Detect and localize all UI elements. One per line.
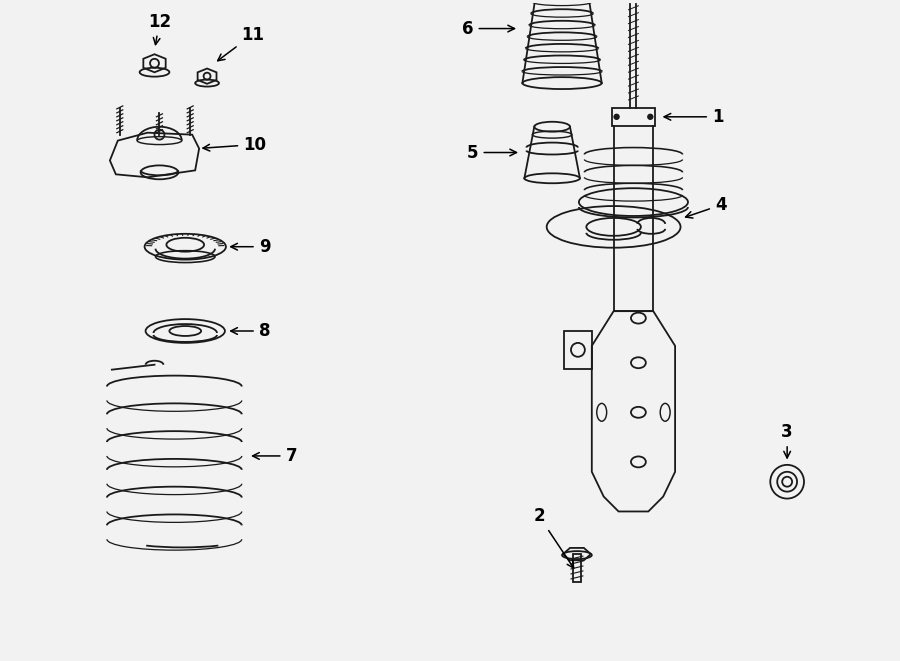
Circle shape (648, 114, 652, 119)
Text: 12: 12 (148, 13, 171, 44)
Text: 10: 10 (203, 136, 266, 153)
Bar (573, 554, 580, 582)
Text: 2: 2 (534, 508, 573, 568)
Circle shape (614, 114, 619, 119)
Text: 5: 5 (467, 143, 517, 161)
Text: 8: 8 (230, 322, 270, 340)
Text: 11: 11 (218, 26, 265, 61)
Text: 4: 4 (686, 196, 726, 218)
Text: 1: 1 (664, 108, 724, 126)
Text: 6: 6 (462, 20, 515, 38)
Text: 3: 3 (781, 423, 793, 458)
Text: 7: 7 (253, 447, 297, 465)
Text: 9: 9 (230, 238, 270, 256)
Bar (564, 331, 592, 369)
Bar (612, 108, 655, 126)
